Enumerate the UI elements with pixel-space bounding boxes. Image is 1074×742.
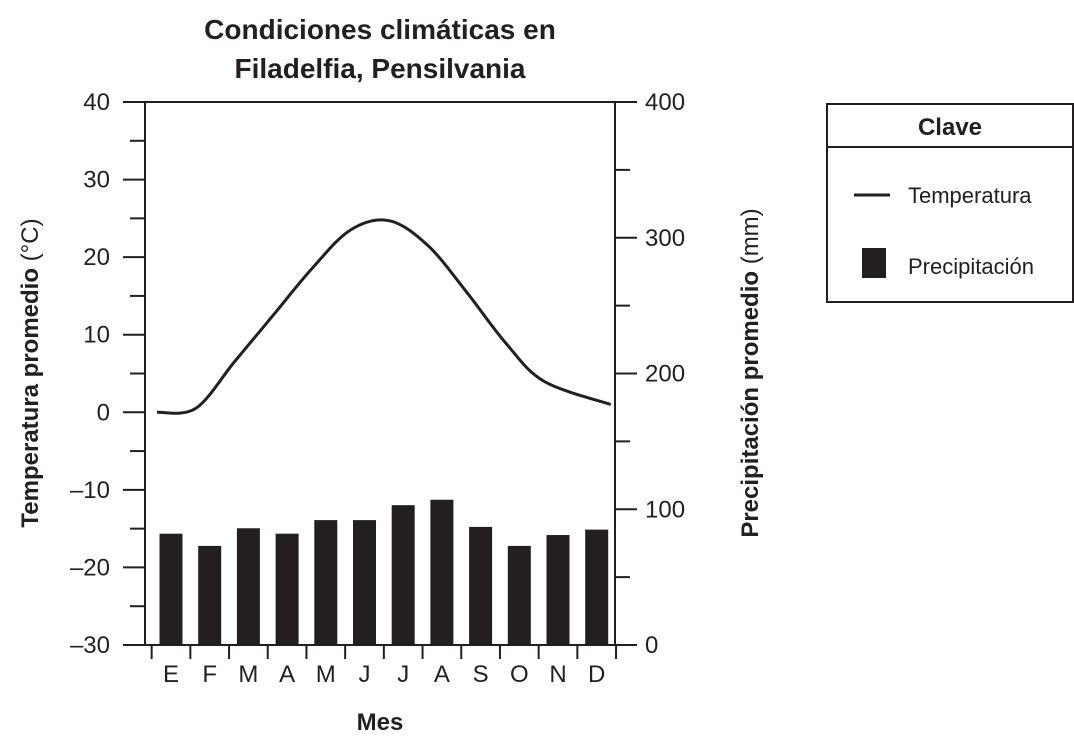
left-tick-label: –20 [70,554,110,581]
x-axis-label: Mes [357,709,404,736]
left-tick-label: 20 [83,244,110,271]
x-tick-label: O [510,661,529,688]
right-tick-label: 200 [645,361,685,388]
x-tick-label: J [397,661,409,688]
precipitation-bar [275,533,299,645]
precipitation-bar [546,535,570,645]
x-tick-label: E [163,661,179,688]
x-tick-label: N [549,661,566,688]
x-tick-label: D [588,661,605,688]
precipitation-bar [507,545,531,645]
right-tick-label: 100 [645,496,685,523]
legend-bar-symbol [862,248,886,278]
left-axis-ticks: 40 30 20 10 0 –10 –20 –30 [70,89,145,659]
legend-box [826,103,1074,303]
precipitation-bar [314,520,338,645]
legend-title: Clave [918,114,982,141]
precipitation-bars [159,499,609,645]
right-tick-label: 400 [645,89,685,116]
left-tick-label: 10 [83,322,110,349]
precipitation-bar [159,533,183,645]
left-tick-label: 40 [83,89,110,116]
precipitation-bar [391,505,415,645]
precipitation-bar [198,545,222,645]
legend: Clave Temperatura Precipitación [826,103,1074,303]
x-tick-label: A [279,661,295,688]
x-tick-label: F [202,661,217,688]
x-tick-label: M [238,661,258,688]
right-axis-ticks: 0 100 200 300 400 [615,89,685,659]
left-axis-label-unit: (°C) [17,218,44,268]
temperature-line [156,218,612,415]
chart-title-line-2: Filadelfia, Pensilvania [234,53,525,84]
left-tick-label: 30 [83,167,110,194]
legend-label-precipitation: Precipitación [908,254,1034,279]
x-tick-label: J [359,661,371,688]
right-axis-label-main: Precipitación promedio [737,271,764,538]
precipitation-bar [585,529,609,645]
right-tick-label: 0 [645,632,658,659]
right-tick-label: 300 [645,225,685,252]
left-axis-label-main: Temperatura promedio [17,268,44,528]
left-tick-label: –30 [70,632,110,659]
right-axis-label-unit: (mm) [737,208,764,271]
x-tick-label: M [316,661,336,688]
precipitation-bar [469,526,493,645]
chart-title-line-1: Condiciones climáticas en [204,14,556,45]
precipitation-bar [236,528,260,645]
precipitation-bar [353,520,376,645]
x-tick-label: S [473,661,489,688]
left-tick-label: –10 [70,477,110,504]
right-axis-label: Precipitación promedio (mm) [737,208,764,537]
left-axis-label: Temperatura promedio (°C) [17,218,44,527]
x-tick-label: A [434,661,450,688]
legend-label-temperature: Temperatura [908,183,1032,208]
left-tick-label: 0 [97,399,110,426]
precipitation-bar [430,499,454,645]
